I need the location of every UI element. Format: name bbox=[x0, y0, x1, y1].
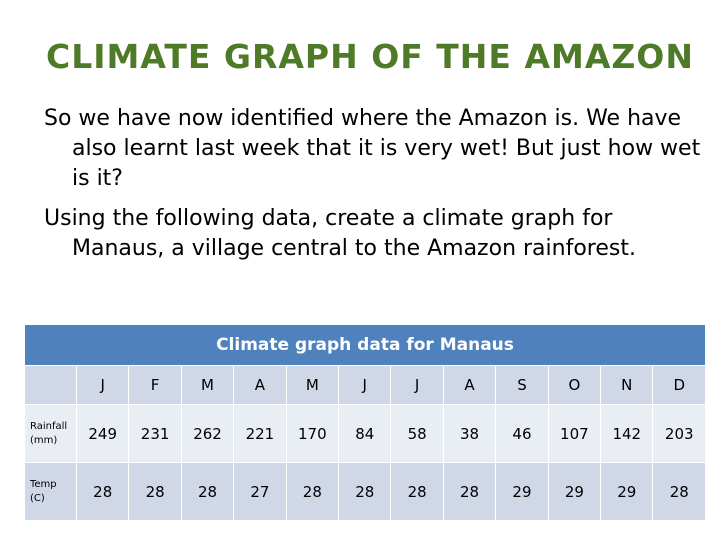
data-cell: 58 bbox=[390, 404, 444, 463]
row-label-rainfall: Rainfall (mm) bbox=[24, 404, 77, 463]
data-cell: 249 bbox=[75, 404, 130, 463]
month-header-row: J F M A M J J A S O N D bbox=[24, 365, 706, 405]
data-cell: 28 bbox=[652, 462, 706, 521]
rainfall-row: Rainfall (mm) 249 231 262 221 170 84 58 3… bbox=[24, 404, 706, 463]
climate-data-table: Climate graph data for Manaus J F M A M … bbox=[24, 324, 706, 521]
month-header-cell: D bbox=[652, 365, 706, 405]
month-header-cell: J bbox=[75, 365, 130, 405]
table-caption: Climate graph data for Manaus bbox=[24, 324, 706, 366]
slide-title: Climate Graph of the Amazon bbox=[46, 37, 694, 76]
month-header-cell: M bbox=[285, 365, 340, 405]
bullet-list: So we have now identified where the Amaz… bbox=[44, 104, 704, 274]
row-label-unit: (mm) bbox=[30, 434, 58, 446]
row-label-line: Rainfall bbox=[30, 420, 68, 432]
month-header-cell: N bbox=[600, 365, 654, 405]
data-cell: 27 bbox=[233, 462, 287, 521]
data-cell: 107 bbox=[547, 404, 602, 463]
data-cell: 28 bbox=[128, 462, 182, 521]
month-header-cell: M bbox=[180, 365, 235, 405]
month-header-cell: O bbox=[547, 365, 602, 405]
data-cell: 28 bbox=[442, 462, 497, 521]
data-cell: 203 bbox=[652, 404, 706, 463]
data-cell: 28 bbox=[338, 462, 392, 521]
data-cell: 84 bbox=[338, 404, 392, 463]
data-cell: 28 bbox=[390, 462, 444, 521]
data-cell: 29 bbox=[600, 462, 654, 521]
row-label-line: Temp bbox=[30, 478, 57, 490]
climate-data-table-container: Climate graph data for Manaus J F M A M … bbox=[24, 324, 706, 521]
data-cell: 231 bbox=[128, 404, 182, 463]
data-cell: 221 bbox=[233, 404, 287, 463]
row-label-temp: Temp (C) bbox=[24, 462, 77, 521]
month-header-cell: A bbox=[442, 365, 497, 405]
month-header-cell: J bbox=[390, 365, 444, 405]
data-cell: 262 bbox=[180, 404, 235, 463]
empty-header-cell bbox=[24, 365, 77, 405]
data-cell: 28 bbox=[75, 462, 130, 521]
data-cell: 142 bbox=[600, 404, 654, 463]
data-cell: 170 bbox=[285, 404, 340, 463]
month-header-cell: S bbox=[495, 365, 549, 405]
row-label-unit: (C) bbox=[30, 492, 45, 504]
data-cell: 28 bbox=[285, 462, 340, 521]
data-cell: 46 bbox=[495, 404, 549, 463]
month-header-cell: A bbox=[233, 365, 287, 405]
bullet-item: So we have now identified where the Amaz… bbox=[44, 106, 701, 191]
temperature-row: Temp (C) 28 28 28 27 28 28 28 28 29 29 29… bbox=[24, 462, 706, 521]
data-cell: 29 bbox=[547, 462, 602, 521]
month-header-cell: J bbox=[338, 365, 392, 405]
month-header-cell: F bbox=[128, 365, 182, 405]
data-cell: 38 bbox=[442, 404, 497, 463]
data-cell: 29 bbox=[495, 462, 549, 521]
bullet-item: Using the following data, create a clima… bbox=[44, 206, 636, 261]
data-cell: 28 bbox=[180, 462, 235, 521]
